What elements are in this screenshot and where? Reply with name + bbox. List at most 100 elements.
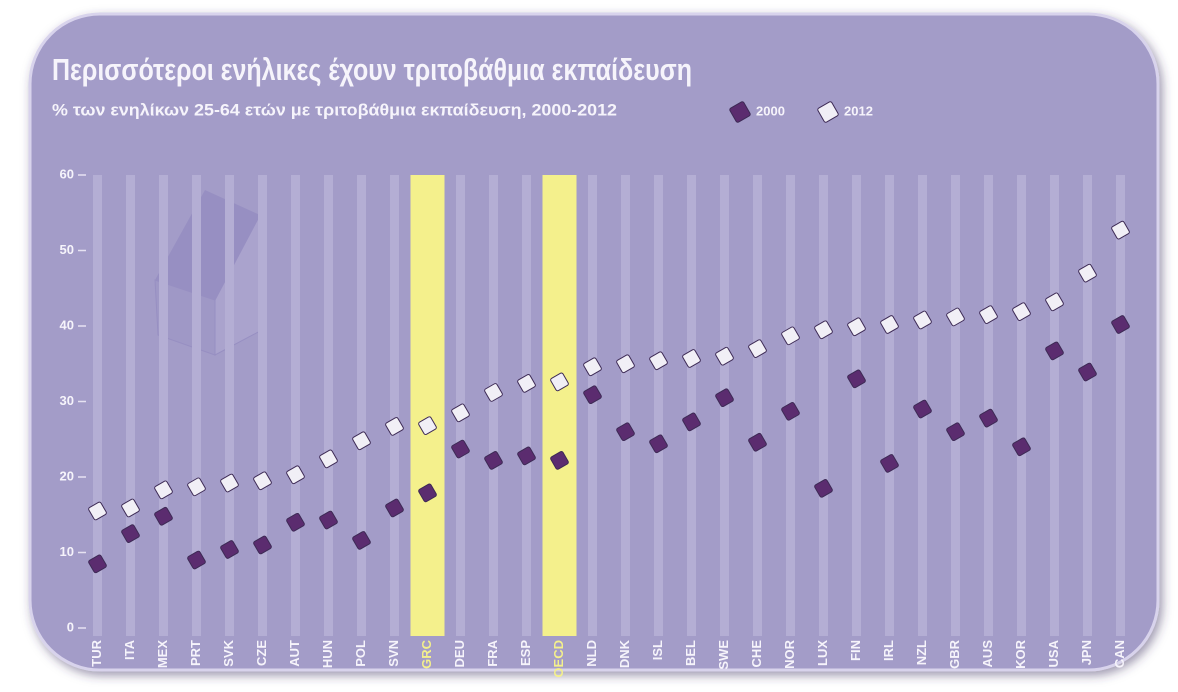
x-tick-label: CZE [254, 640, 269, 666]
marker [220, 473, 239, 493]
marker [682, 412, 701, 432]
marker [1111, 315, 1130, 334]
x-tick-label: CHE [749, 640, 764, 668]
chart-subtitle: % των ενηλίκων 25-64 ετών με τριτοβάθμια… [52, 100, 617, 119]
marker [913, 310, 932, 330]
x-tick-label: LUX [815, 640, 830, 666]
marker [880, 454, 899, 473]
x-tick-label: JPN [1079, 640, 1094, 665]
legend-swatch [729, 101, 751, 123]
x-tick-label: MEX [155, 640, 170, 669]
marker [946, 422, 965, 442]
marker [847, 317, 866, 337]
marker [814, 320, 833, 340]
marker [550, 451, 569, 470]
chart-title: Περισσότεροι ενήλικες έχουν τριτοβάθμια … [52, 52, 692, 87]
marker [979, 408, 998, 428]
marker [88, 501, 107, 521]
x-tick-label: SWE [716, 640, 731, 670]
x-tick-label: NZL [914, 640, 929, 665]
marker [1045, 292, 1064, 312]
highlight-band [410, 175, 445, 636]
marker [616, 354, 635, 374]
legend-swatch [817, 101, 839, 123]
marker [748, 339, 767, 358]
x-tick-label: HUN [320, 640, 335, 668]
y-tick-label: 40 [60, 317, 74, 332]
marker [220, 540, 239, 559]
marker [121, 524, 140, 543]
x-tick-label: POL [353, 640, 368, 667]
marker [616, 422, 635, 442]
marker [979, 305, 998, 325]
x-tick-label: AUT [287, 640, 302, 667]
marker [484, 383, 503, 402]
marker [253, 471, 272, 491]
marker [748, 432, 767, 452]
marker [451, 439, 470, 459]
marker [682, 349, 701, 368]
marker [715, 388, 734, 408]
marker [187, 550, 206, 570]
marker [649, 434, 668, 454]
x-tick-label: BEL [683, 640, 698, 666]
x-tick-label: CAN [1112, 640, 1127, 668]
marker [1045, 341, 1064, 361]
marker [1012, 302, 1031, 321]
marker [880, 315, 899, 334]
marker [550, 372, 569, 392]
marker [781, 326, 800, 346]
marker [154, 506, 173, 526]
y-tick-label: 30 [60, 393, 74, 408]
x-tick-label: ISL [650, 640, 665, 660]
marker [1078, 362, 1097, 382]
marker [715, 346, 734, 366]
marker [1012, 437, 1031, 457]
x-tick-label: NLD [584, 640, 599, 667]
x-tick-label: AUS [980, 640, 995, 668]
marker [319, 449, 338, 469]
marker [418, 483, 437, 503]
legend-label: 2000 [756, 103, 785, 118]
marker [847, 369, 866, 389]
x-tick-label: USA [1046, 639, 1061, 667]
marker [88, 554, 107, 574]
x-tick-label: TUR [89, 639, 104, 666]
x-tick-label: FRA [485, 639, 500, 666]
marker [1078, 263, 1097, 283]
legend-label: 2012 [844, 103, 873, 118]
marker [385, 417, 404, 436]
marker [781, 401, 800, 421]
marker [253, 535, 272, 555]
marker [286, 512, 305, 532]
marker [352, 431, 371, 451]
x-tick-label: ITA [122, 639, 137, 660]
marker [385, 498, 404, 518]
x-tick-label: OECD [551, 640, 566, 678]
marker [451, 403, 470, 423]
x-tick-label: NOR [782, 639, 797, 669]
y-tick-label: 20 [60, 468, 74, 483]
marker [418, 416, 437, 435]
x-tick-label: DEU [452, 640, 467, 667]
y-tick-label: 10 [60, 544, 74, 559]
marker [286, 465, 305, 485]
x-tick-label: SVN [386, 640, 401, 667]
marker [913, 399, 932, 419]
marker [946, 307, 965, 327]
x-tick-label: DNK [617, 639, 632, 668]
marker [517, 446, 536, 466]
x-tick-label: IRL [881, 640, 896, 661]
marker [319, 510, 338, 530]
y-tick-label: 0 [67, 619, 74, 634]
x-tick-label: ESP [518, 640, 533, 666]
marker [649, 351, 668, 371]
marker [154, 480, 173, 500]
x-tick-label: PRT [188, 640, 203, 666]
marker [1111, 220, 1130, 240]
marker [583, 385, 602, 405]
x-tick-label: KOR [1013, 639, 1028, 669]
x-tick-label: GBR [947, 639, 962, 669]
marker [814, 478, 833, 498]
